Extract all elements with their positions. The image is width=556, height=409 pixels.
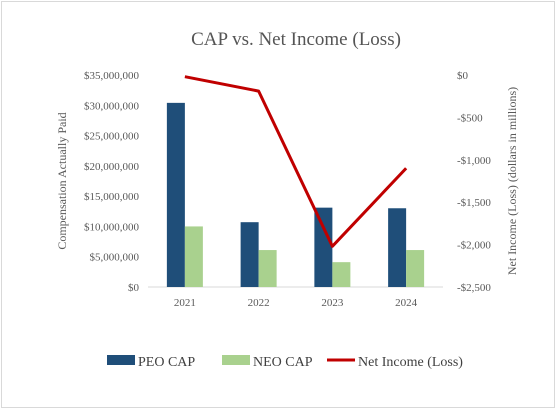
y-tick-label: $5,000,000 [90,252,140,264]
bars-group [166,102,425,287]
x-tick-label: 2022 [248,297,270,309]
y2-tick-label: -$500 [457,112,483,124]
y-tick-label: $30,000,000 [84,100,140,112]
right-axis-ticks: $0 -$500 -$1,000 -$1,500 -$2,000 -$2,500 [457,70,491,294]
x-axis-ticks: 2021 2022 2023 2024 [174,297,418,309]
line-series-group [184,75,408,248]
legend-swatch-neo-cap [222,355,250,365]
y-axis-label: Compensation Actually Paid [55,112,69,249]
legend-label-peo-cap: PEO CAP [138,355,195,370]
y2-tick-label: -$1,500 [457,197,491,209]
bar-peo-cap-2021 [166,102,185,287]
legend-label-net-income-loss-: Net Income (Loss) [358,355,463,370]
y-tick-label: $25,000,000 [84,131,140,143]
x-tick-label: 2024 [395,297,418,309]
bar-neo-cap-2023 [332,262,351,287]
bar-peo-cap-2024 [388,208,407,287]
y2-tick-label: $0 [457,70,469,82]
x-tick-label: 2023 [321,297,344,309]
legend-label-neo-cap: NEO CAP [253,355,313,370]
left-axis-ticks: $35,000,000 $30,000,000 $25,000,000 $20,000… [84,70,140,294]
y-tick-label: $10,000,000 [84,221,140,233]
bar-neo-cap-2022 [258,250,277,287]
y2-axis-label: Net Income (Loss) (dollars in millions) [505,87,519,275]
x-tick-label: 2021 [174,297,196,309]
chart-title: CAP vs. Net Income (Loss) [191,29,401,50]
y-tick-label: $20,000,000 [84,161,140,173]
bar-peo-cap-2022 [240,222,259,287]
bar-neo-cap-2021 [184,226,203,287]
y2-tick-label: -$2,500 [457,282,491,294]
y2-tick-label: -$2,000 [457,240,491,252]
y-tick-label: $15,000,000 [84,191,140,203]
legend-swatch-peo-cap [107,355,135,365]
bar-peo-cap-2023 [314,207,333,287]
y-tick-label: $0 [128,282,140,294]
y2-tick-label: -$1,000 [457,155,491,167]
line-net-income [184,75,408,248]
legend: PEO CAP NEO CAP Net Income (Loss) [107,355,463,370]
bar-neo-cap-2024 [406,250,425,287]
y-tick-label: $35,000,000 [84,70,140,82]
